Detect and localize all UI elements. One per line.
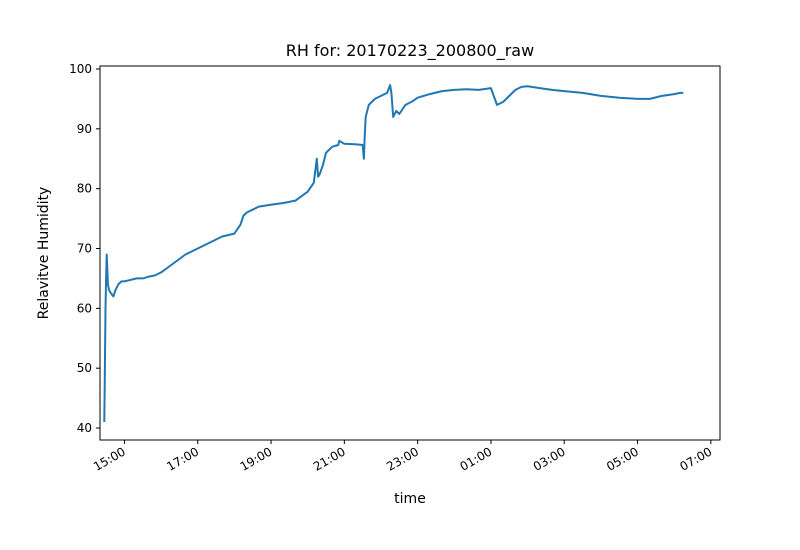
y-tick-label: 80 xyxy=(77,182,92,196)
series-line-rh xyxy=(103,84,684,423)
x-axis-title: time xyxy=(394,491,426,507)
y-tick-label: 90 xyxy=(77,122,92,136)
y-axis-title: Relavitve Humidity xyxy=(36,187,52,320)
y-tick-label: 70 xyxy=(77,242,92,256)
y-tick-label: 100 xyxy=(69,62,92,76)
chart-title: RH for: 20170223_200800_raw xyxy=(286,41,534,61)
y-tick-label: 50 xyxy=(77,361,92,375)
plot-area xyxy=(99,65,721,441)
y-axis: 40 50 60 70 80 90 100 xyxy=(69,62,100,435)
y-tick-label: 40 xyxy=(77,421,92,435)
y-tick-label: 60 xyxy=(77,301,92,315)
plot-frame xyxy=(99,65,721,441)
